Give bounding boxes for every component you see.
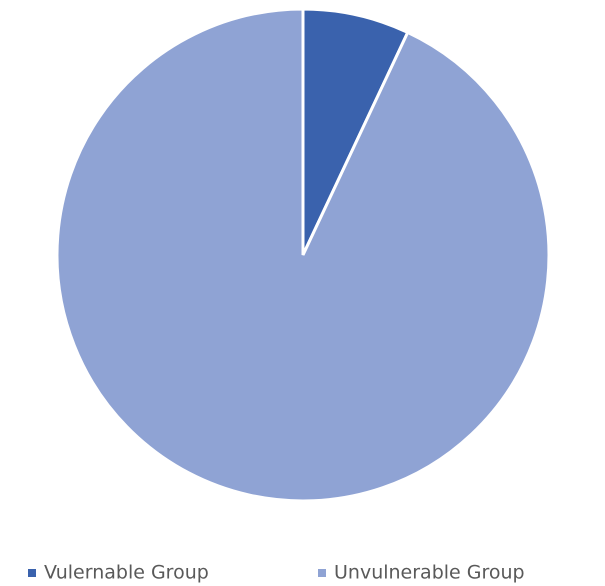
legend-label: Vulernable Group: [44, 562, 209, 584]
pie-slice: [55, 7, 551, 503]
legend-swatch: [318, 569, 326, 577]
pie-slice: [301, 7, 410, 256]
legend-label: Unvulnerable Group: [334, 562, 525, 584]
legend-swatch: [28, 569, 36, 577]
